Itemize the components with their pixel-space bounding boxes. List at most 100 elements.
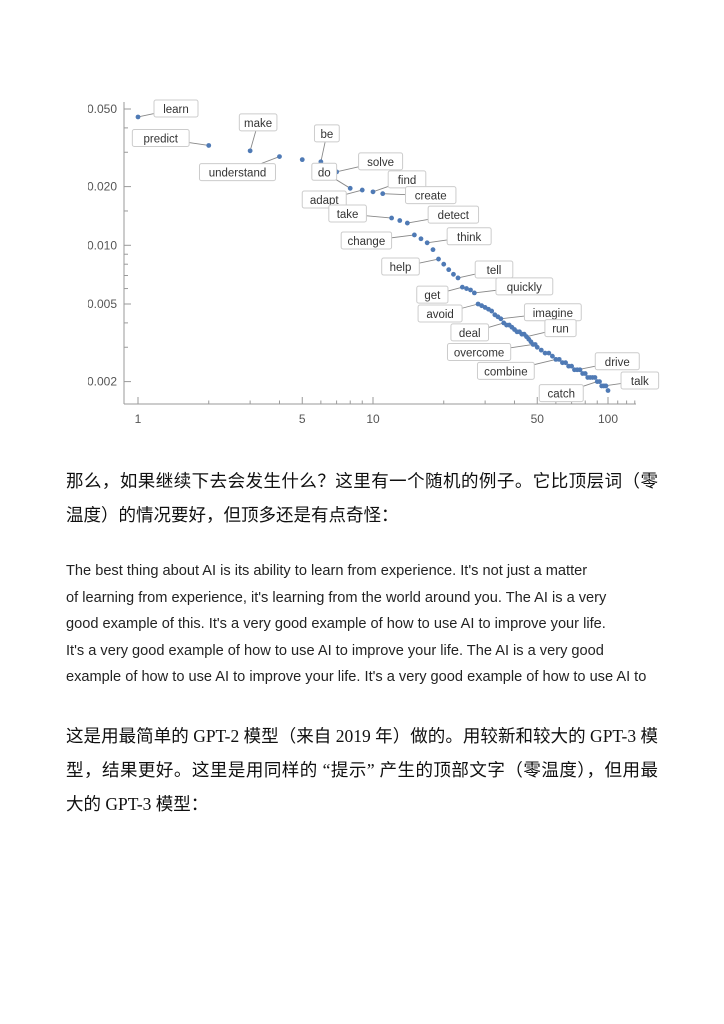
word-label: talk <box>631 376 649 388</box>
word-label-box <box>301 190 347 209</box>
word-label-box <box>476 361 535 380</box>
data-point <box>455 275 461 281</box>
generated-text-line: It's a very good example of how to use A… <box>66 642 604 659</box>
data-point <box>550 353 555 359</box>
word-label: solve <box>367 157 394 169</box>
word-label-box <box>198 163 276 182</box>
data-point <box>605 388 611 393</box>
generated-text-block: The best thing about AI is its ability t… <box>66 558 666 691</box>
word-label-box <box>427 205 480 224</box>
word-label-box <box>328 204 367 223</box>
data-point <box>498 316 504 322</box>
x-tick-label: 1 <box>135 412 142 426</box>
data-point <box>556 356 562 362</box>
y-tick-label: 0.050 <box>88 102 117 116</box>
word-label-box <box>313 124 340 143</box>
y-tick-label: 0.002 <box>88 375 117 389</box>
word-label: predict <box>143 133 178 145</box>
data-point <box>418 236 424 242</box>
generated-text-line: example of how to use AI to improve your… <box>66 669 647 686</box>
word-label-box <box>544 319 577 338</box>
word-label: catch <box>547 389 575 401</box>
word-label: change <box>348 236 386 248</box>
word-label-box <box>446 227 492 246</box>
data-point <box>299 157 305 163</box>
y-tick-label: 0.010 <box>88 238 117 252</box>
x-tick-label: 50 <box>531 412 545 426</box>
data-point <box>577 367 583 373</box>
word-label-box <box>381 257 420 276</box>
data-point <box>430 247 436 253</box>
word-label-box <box>474 260 514 279</box>
data-point <box>468 287 473 293</box>
x-tick-label: 5 <box>299 412 306 426</box>
data-point <box>569 363 574 369</box>
word-label: take <box>337 209 359 221</box>
generated-text-line: of learning from experience, it's learni… <box>66 589 607 606</box>
word-probability-chart: 0.050 0.020 0.010 0.005 0.002 1 5 10 50 100 learn p… <box>88 64 668 436</box>
data-point <box>597 379 602 384</box>
word-label: overcome <box>454 347 505 359</box>
word-label: help <box>390 262 412 274</box>
data-point <box>397 218 403 223</box>
data-point <box>563 360 568 366</box>
word-label: be <box>320 129 333 141</box>
word-label-box <box>311 162 338 181</box>
y-tick-label: 0.005 <box>88 297 117 311</box>
word-label-box <box>417 304 463 323</box>
word-label-box <box>620 371 660 390</box>
data-point <box>389 215 395 221</box>
data-point <box>446 267 452 273</box>
word-label-box <box>538 384 584 403</box>
word-label: imagine <box>533 308 573 320</box>
data-point <box>538 347 544 353</box>
x-tick-label: 100 <box>598 412 618 426</box>
word-label-box <box>450 323 490 342</box>
word-label: understand <box>209 168 267 180</box>
word-label: drive <box>605 357 630 369</box>
generated-text-line: The best thing about AI is its ability t… <box>66 563 588 580</box>
word-label: learn <box>163 104 189 116</box>
data-point <box>542 350 548 356</box>
paragraph-gpt-models: 这是用最简单的 GPT-2 模型（来自 2019 年）做的。用较新和较大的 GP… <box>66 725 658 815</box>
word-label: create <box>415 191 447 203</box>
data-point <box>451 271 456 277</box>
data-point <box>359 187 365 193</box>
data-point <box>534 344 540 350</box>
data-point <box>592 375 598 380</box>
word-label: adapt <box>310 195 340 207</box>
data-point <box>247 148 253 154</box>
word-label: do <box>318 167 331 179</box>
data-point <box>553 356 559 362</box>
word-label: run <box>552 324 569 336</box>
word-label-box <box>416 285 449 304</box>
word-label-box <box>131 128 190 147</box>
data-point <box>370 189 376 195</box>
data-point <box>380 191 386 197</box>
word-label: get <box>424 290 441 302</box>
data-point <box>489 308 495 314</box>
data-point <box>441 261 447 267</box>
data-point <box>206 143 212 148</box>
generated-text-line: good example of this. It's a very good e… <box>66 616 606 633</box>
word-label: avoid <box>426 309 454 321</box>
data-point <box>404 220 410 226</box>
word-label-box <box>446 342 512 361</box>
word-label: combine <box>484 366 527 378</box>
word-label-box <box>238 113 278 132</box>
data-point <box>464 286 469 291</box>
zipf-chart-svg: 0.050 0.020 0.010 0.005 0.002 1 5 10 50 100 learn p… <box>88 99 660 426</box>
word-label: detect <box>438 210 470 222</box>
paragraph-intro: 那么，如果继续下去会发生什么？这里有一个随机的例子。它比顶层词（零温度）的情况要… <box>66 471 658 526</box>
word-label: make <box>244 118 272 130</box>
word-label: deal <box>459 328 481 340</box>
data-point <box>277 154 282 160</box>
data-point <box>582 371 588 376</box>
data-point <box>347 185 353 191</box>
word-label-box <box>153 99 199 118</box>
data-point <box>475 301 481 307</box>
word-label: think <box>457 232 482 244</box>
word-label-box <box>340 231 393 250</box>
word-label: quickly <box>507 282 542 294</box>
